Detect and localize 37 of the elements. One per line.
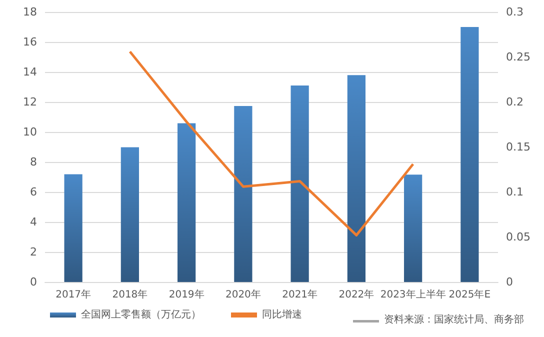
y-tick-label: 16 — [23, 36, 37, 48]
x-tick-label: 2021年 — [282, 288, 318, 300]
y2-tick-label: 0 — [506, 276, 513, 288]
y-tick-label: 6 — [30, 186, 37, 198]
y-tick-label: 4 — [30, 216, 37, 228]
y2-tick-label: 0.2 — [506, 96, 524, 108]
y-tick-label: 8 — [30, 156, 37, 168]
bar — [347, 75, 366, 282]
bar — [234, 106, 252, 282]
x-tick-label: 2020年 — [225, 288, 261, 300]
bar — [64, 174, 82, 282]
x-tick-label: 2017年 — [56, 288, 92, 300]
bar — [404, 174, 422, 282]
legend-label: 全国网上零售额（万亿元） — [81, 308, 201, 320]
x-tick-label: 2025年E — [448, 288, 491, 300]
y2-tick-label: 0.1 — [506, 186, 524, 198]
y2-tick-label: 0.15 — [506, 140, 530, 154]
bar — [290, 86, 309, 282]
y-tick-label: 12 — [23, 96, 37, 108]
line-series — [128, 50, 414, 236]
y2-tick-label: 0.25 — [506, 50, 530, 64]
y2-tick-label: 0.3 — [506, 6, 524, 18]
y-tick-label: 10 — [23, 126, 37, 138]
x-tick-label: 2023年上半年 — [380, 288, 446, 300]
bar — [460, 27, 479, 282]
bar — [178, 123, 196, 282]
y-tick-label: 2 — [30, 246, 37, 258]
y-tick-label: 14 — [23, 66, 37, 78]
x-tick-label: 2019年 — [168, 288, 204, 300]
text: 资料来源：国家统计局、商务部 — [384, 314, 524, 326]
y-tick-label: 0 — [30, 276, 37, 288]
x-tick-label: 2018年 — [112, 288, 148, 300]
y-tick-label: 18 — [23, 6, 37, 18]
bar — [120, 147, 139, 282]
legend-label: 同比增速 — [262, 308, 302, 320]
x-tick-label: 2022年 — [338, 288, 374, 300]
y2-tick-label: 0.05 — [506, 230, 530, 244]
